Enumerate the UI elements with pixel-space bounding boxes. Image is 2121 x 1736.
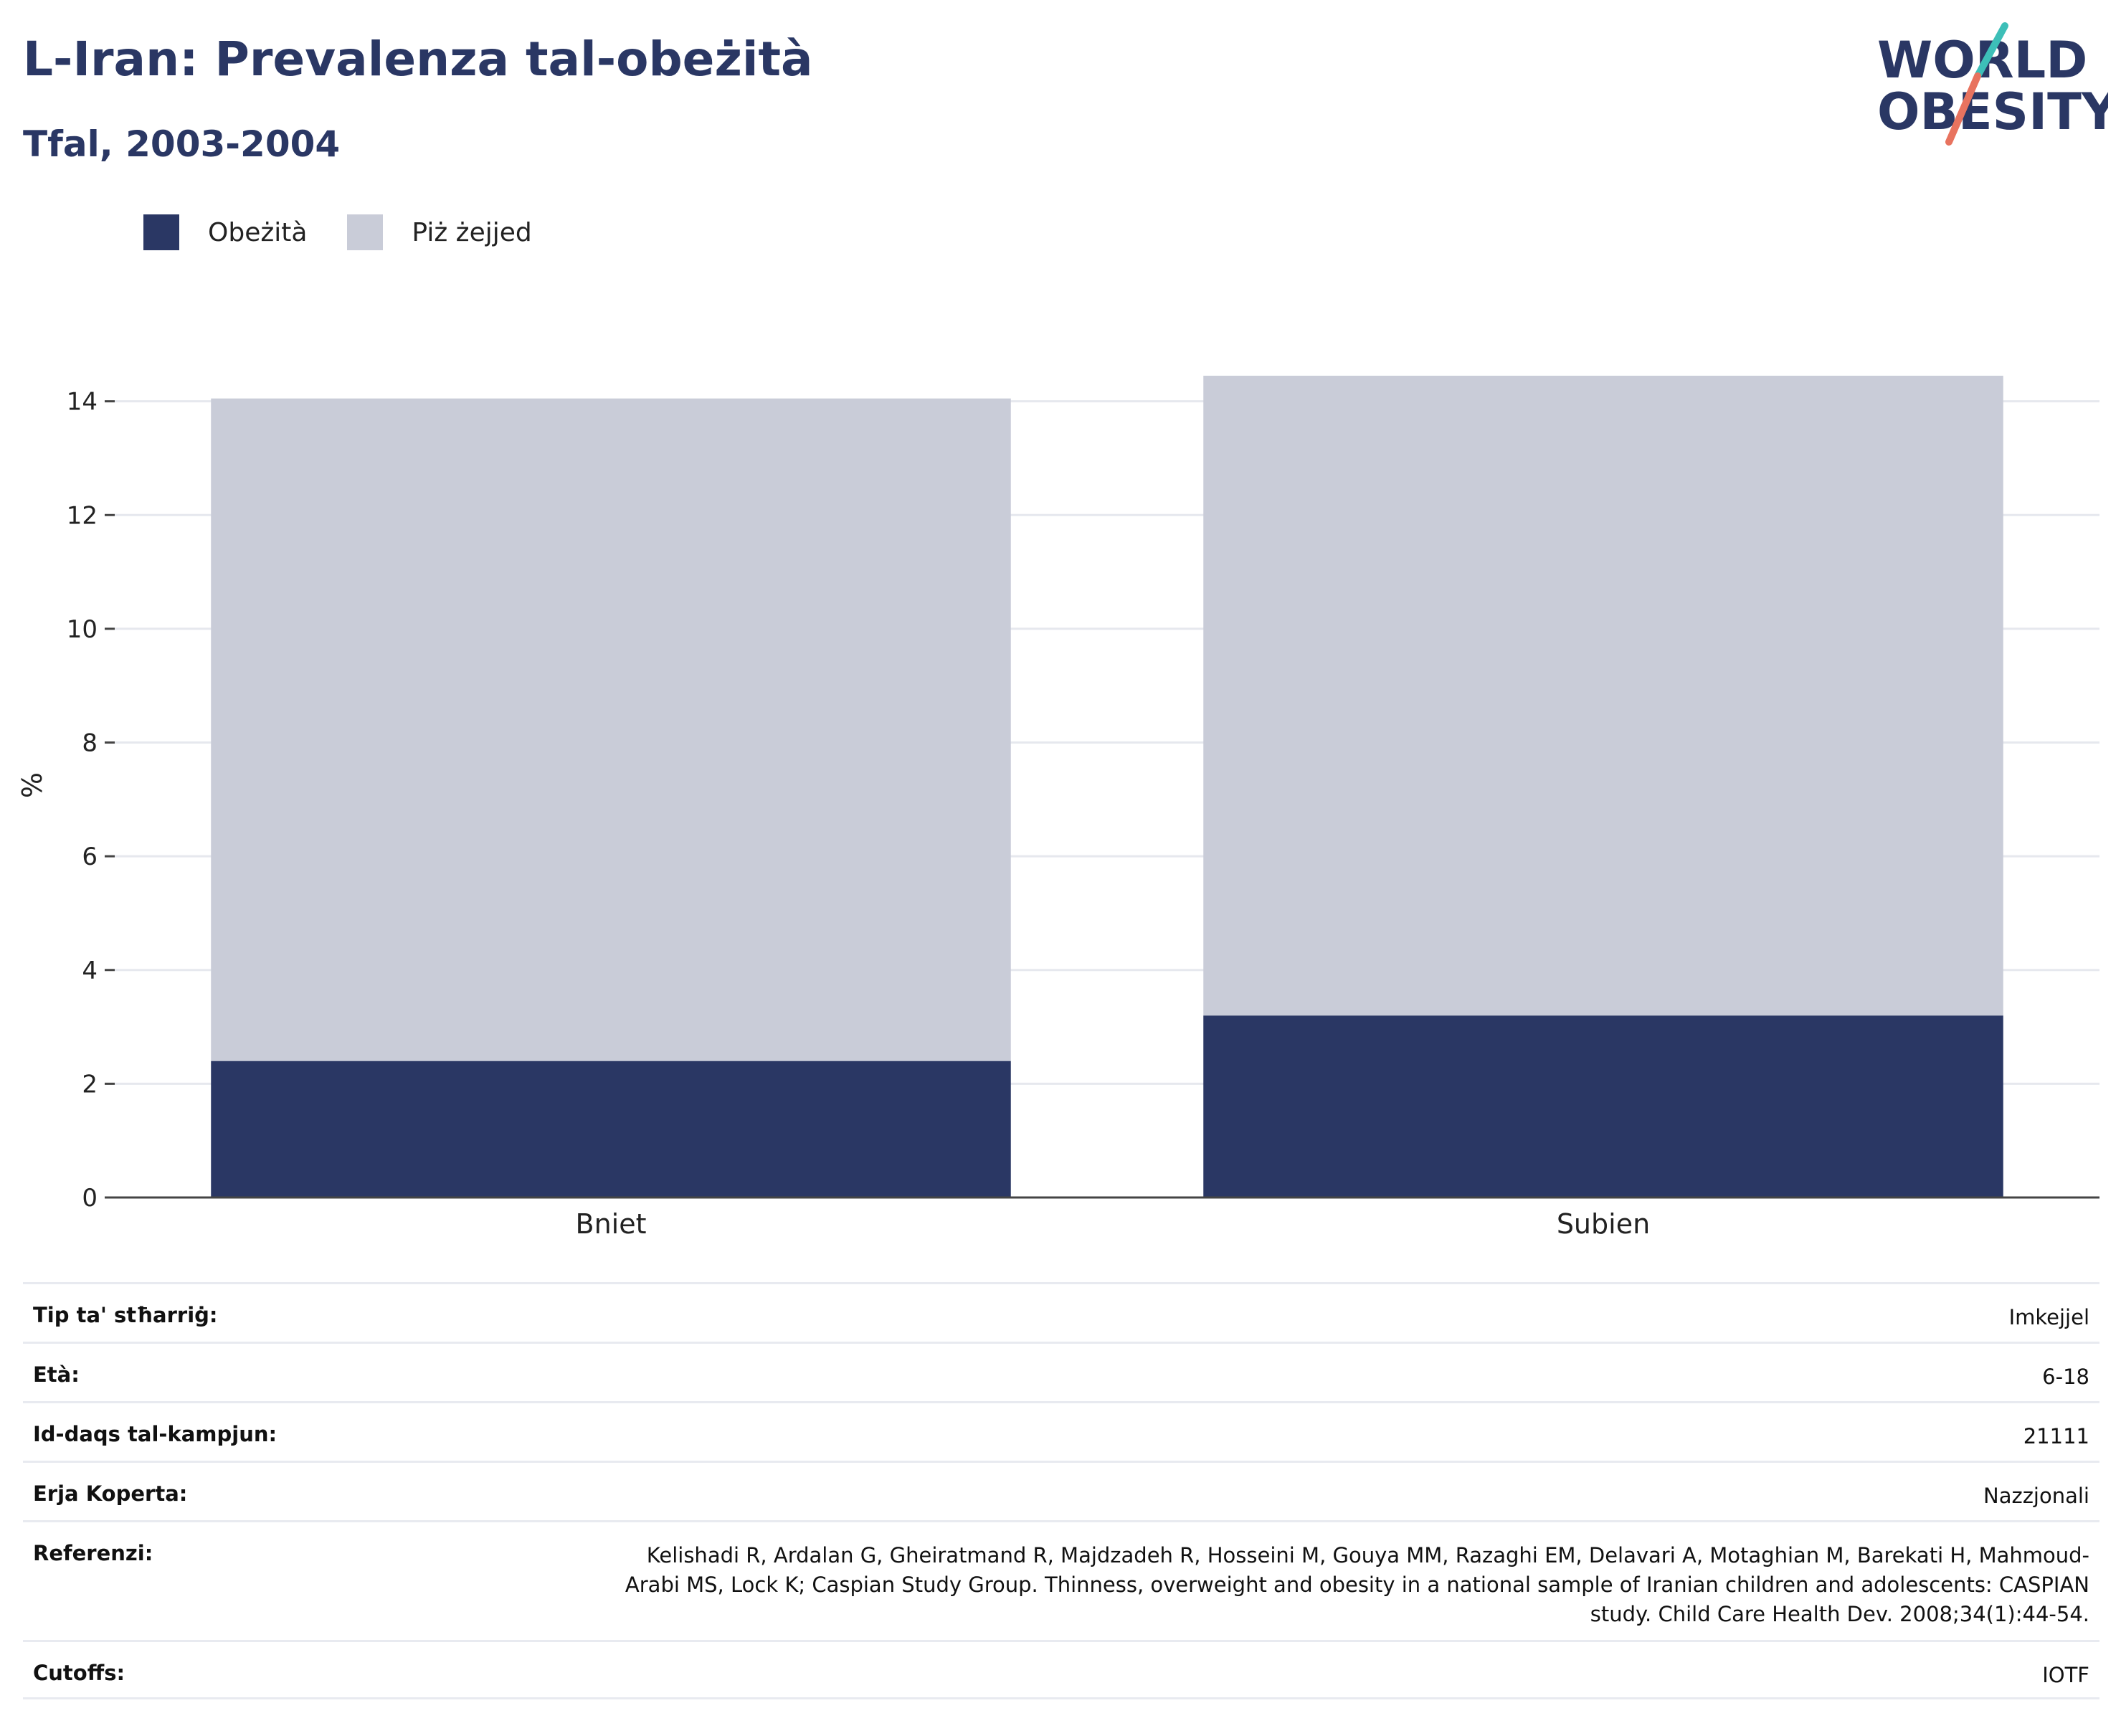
- info-value: 21111: [2023, 1424, 2089, 1448]
- chart-title: L-Iran: Prevalenza tal-obeżità: [23, 32, 813, 87]
- chart-subtitle: Tfal, 2003-2004: [23, 123, 341, 165]
- legend-label-overweight: Piż żejjed: [412, 217, 532, 247]
- info-value: Imkejjel: [2008, 1305, 2089, 1329]
- legend-label-obesity: Obeżità: [208, 217, 308, 247]
- y-tick-label: 12: [67, 501, 98, 530]
- legend-swatch-overweight: [347, 214, 384, 250]
- y-axis-title: %: [16, 772, 48, 798]
- legend-item-overweight[interactable]: Piż żejjed: [347, 214, 532, 250]
- y-tick-label: 4: [82, 957, 98, 985]
- info-value-references: Kelishadi R, Ardalan G, Gheiratmand R, M…: [625, 1543, 2089, 1626]
- info-value: IOTF: [2042, 1663, 2089, 1687]
- info-value: Nazzjonali: [1983, 1484, 2089, 1508]
- axes: 0 2 4 6 8 10 12 14 Bniet Subien: [67, 388, 2099, 1240]
- info-label: Tip ta' stħarriġ:: [33, 1303, 218, 1327]
- info-label: Id-daqs tal-kampjun:: [33, 1422, 277, 1446]
- legend-item-obesity[interactable]: Obeżità: [143, 214, 307, 250]
- bar-overweight-subien[interactable]: [1203, 375, 2003, 1016]
- bar-obesity-bniet[interactable]: [211, 1061, 1011, 1197]
- y-tick-label: 10: [67, 615, 98, 644]
- x-category-label: Bniet: [576, 1208, 647, 1240]
- x-category-label: Subien: [1557, 1208, 1650, 1240]
- bar-overweight-bniet[interactable]: [211, 398, 1011, 1061]
- info-value: 6-18: [2042, 1365, 2089, 1389]
- logo-slash-teal: [1974, 22, 2008, 80]
- chart-legend: Obeżità Piż żejjed: [143, 212, 572, 252]
- info-row-references: Referenzi: Kelishadi R, Ardalan G, Gheir…: [23, 1520, 2099, 1640]
- info-label: Cutoffs:: [33, 1661, 125, 1685]
- info-row-sample-size: Id-daqs tal-kampjun: 21111: [23, 1401, 2099, 1461]
- world-obesity-logo: WORLD OBESITY: [1877, 22, 2108, 146]
- info-row-survey-type: Tip ta' stħarriġ: Imkejjel: [23, 1282, 2099, 1342]
- info-label: Età:: [33, 1362, 80, 1387]
- info-row-age: Età: 6-18: [23, 1342, 2099, 1401]
- y-tick-label: 14: [67, 388, 98, 417]
- survey-info-table: Tip ta' stħarriġ: Imkejjel Età: 6-18 Id-…: [23, 1282, 2099, 1699]
- y-tick-label: 6: [82, 843, 98, 871]
- legend-swatch-obesity: [143, 214, 179, 250]
- info-row-cutoffs: Cutoffs: IOTF: [23, 1640, 2099, 1699]
- info-row-area-covered: Erja Koperta: Nazzjonali: [23, 1461, 2099, 1520]
- bar-obesity-subien[interactable]: [1203, 1015, 2003, 1197]
- y-tick-label: 0: [82, 1184, 98, 1213]
- info-label: Referenzi:: [33, 1541, 153, 1565]
- y-tick-label: 8: [82, 729, 98, 758]
- bar-chart: 0 2 4 6 8 10 12 14 Bniet Subien %: [16, 375, 2099, 1240]
- bars: [211, 375, 2003, 1197]
- info-label: Erja Koperta:: [33, 1481, 188, 1506]
- y-tick-label: 2: [82, 1070, 98, 1099]
- logo-text-obesity: OBESITY: [1877, 82, 2108, 141]
- logo-slash-coral: [1945, 72, 1981, 146]
